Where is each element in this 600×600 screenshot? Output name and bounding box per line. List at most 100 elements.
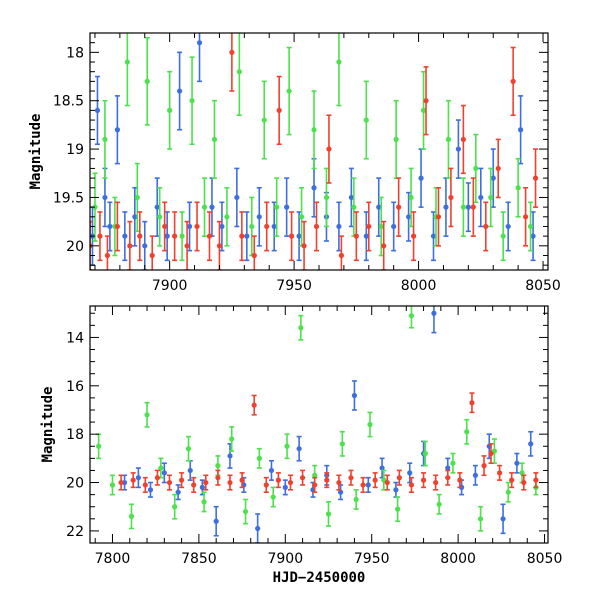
data-point: [491, 438, 498, 464]
data-point: [109, 474, 116, 496]
marker: [470, 204, 476, 210]
marker: [175, 489, 181, 495]
data-point: [393, 99, 399, 179]
y-tick-label: 18.5: [53, 94, 84, 110]
data-point: [500, 211, 506, 262]
data-point: [348, 469, 354, 486]
data-point: [127, 220, 133, 270]
marker: [239, 477, 245, 483]
marker: [284, 443, 290, 449]
data-point: [284, 177, 290, 237]
data-point: [271, 201, 277, 252]
marker: [372, 477, 378, 483]
data-layer: [90, 33, 539, 270]
data-point: [296, 435, 302, 462]
y-tick-label: 20: [66, 476, 84, 492]
marker: [527, 223, 534, 230]
marker: [229, 436, 235, 442]
data-point: [172, 211, 178, 262]
data-point: [472, 464, 479, 486]
marker: [367, 421, 373, 428]
x-tick-label: 7800: [95, 551, 131, 567]
marker: [363, 233, 369, 239]
marker: [227, 479, 233, 486]
y-tick-label: 20: [66, 239, 84, 255]
marker: [379, 465, 385, 471]
marker: [469, 400, 475, 406]
marker: [236, 69, 242, 75]
data-point: [94, 75, 101, 146]
data-point: [311, 90, 317, 170]
marker: [251, 402, 257, 408]
data-point: [184, 220, 190, 270]
marker: [325, 511, 332, 517]
marker: [323, 194, 330, 201]
marker: [227, 453, 233, 459]
data-point: [519, 462, 525, 484]
plot-frame: [89, 32, 549, 271]
data-point: [423, 66, 429, 136]
marker: [395, 506, 401, 512]
x-tick-label: 8000: [440, 551, 476, 567]
marker: [196, 40, 203, 46]
data-point: [275, 472, 281, 489]
data-point: [229, 33, 235, 92]
marker: [299, 475, 306, 481]
marker: [519, 470, 525, 476]
top-panel: 7900 7950 8000 8050 18 18.5 19 19.5 20 Magnitude: [28, 32, 561, 294]
data-point: [242, 498, 249, 525]
marker: [348, 475, 354, 481]
series-3: [118, 392, 539, 494]
marker: [296, 446, 302, 452]
marker: [263, 482, 269, 488]
marker: [135, 475, 141, 481]
marker: [339, 441, 345, 447]
marker: [465, 204, 471, 210]
marker: [505, 489, 511, 495]
marker: [481, 463, 487, 469]
data-point: [381, 220, 387, 270]
marker: [312, 482, 318, 488]
data-point: [500, 503, 506, 535]
data-point: [96, 433, 102, 460]
marker: [351, 204, 357, 210]
marker: [239, 233, 245, 239]
data-point: [532, 148, 539, 208]
marker: [528, 441, 534, 447]
data-point: [114, 201, 120, 252]
marker: [393, 136, 399, 143]
data-point: [299, 469, 306, 486]
marker: [376, 204, 382, 210]
data-point: [325, 501, 332, 527]
data-point: [510, 46, 516, 117]
series-2: [92, 33, 534, 262]
marker: [518, 127, 524, 133]
marker: [164, 233, 170, 239]
marker: [189, 98, 195, 104]
data-point: [185, 435, 192, 462]
data-point: [124, 33, 130, 107]
data-point: [406, 191, 412, 242]
marker: [338, 252, 345, 259]
data-point: [255, 513, 261, 543]
marker: [102, 194, 108, 201]
marker: [166, 479, 173, 486]
marker: [206, 233, 213, 239]
data-point: [465, 182, 471, 233]
marker: [515, 185, 521, 191]
marker: [284, 204, 290, 210]
data-point: [161, 462, 167, 484]
y-tick-label: 16: [66, 379, 84, 395]
marker: [224, 214, 230, 220]
data-point: [445, 99, 452, 179]
marker: [134, 194, 140, 201]
marker: [201, 204, 208, 210]
data-point: [203, 474, 209, 491]
marker: [211, 136, 218, 143]
data-point: [177, 51, 183, 131]
marker: [296, 233, 302, 239]
marker: [256, 455, 262, 461]
data-point: [505, 201, 511, 252]
marker: [348, 194, 354, 201]
ticks: [90, 306, 548, 544]
